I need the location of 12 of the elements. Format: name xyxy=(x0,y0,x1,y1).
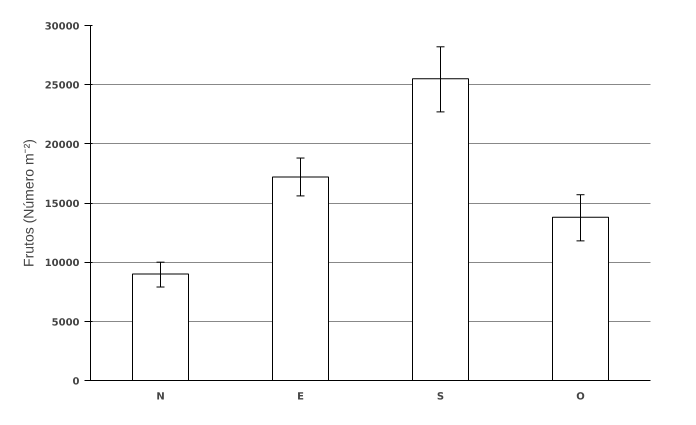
y-tick-label: 15000 xyxy=(44,199,80,210)
y-tick-label: 25000 xyxy=(44,80,80,92)
x-tick-label: S xyxy=(436,392,444,402)
y-tick-label: 30000 xyxy=(44,22,80,32)
y-axis-title: Frutos (Número m⁻²) xyxy=(20,139,37,267)
x-tick-label: O xyxy=(576,392,585,402)
y-tick-label: 5000 xyxy=(52,317,80,328)
y-tick-label: 10000 xyxy=(44,258,80,270)
y-tick-label: 20000 xyxy=(44,140,80,151)
y-tick-label: 0 xyxy=(72,376,80,388)
x-tick-label: E xyxy=(297,392,304,402)
x-tick-label: N xyxy=(156,392,165,402)
